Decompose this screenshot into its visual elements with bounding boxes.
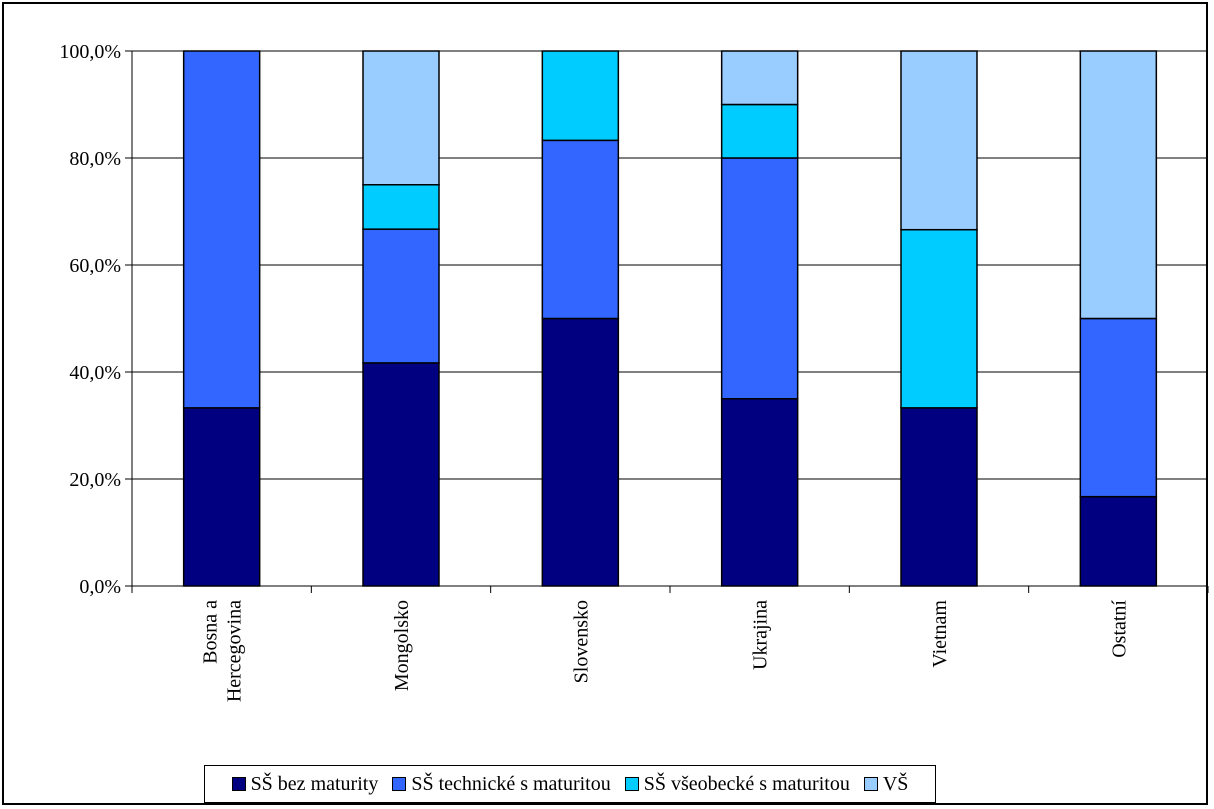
bar-segment (362, 184, 440, 230)
y-tick-label: 40,0% (69, 362, 121, 384)
y-tick-label: 20,0% (69, 469, 121, 491)
legend-item: SŠ bez maturity (231, 772, 379, 796)
bar-segment (182, 407, 261, 587)
legend-swatch (231, 777, 246, 791)
bar-segment (1079, 50, 1158, 320)
bar-segment (362, 228, 440, 364)
legend-label: SŠ všeobecké s maturitou (643, 772, 850, 795)
y-tick-label: 80,0% (69, 148, 121, 170)
legend-label: SŠ bez maturity (250, 772, 379, 795)
x-category-label: Bosna a (200, 600, 222, 664)
bar-segment (362, 50, 440, 186)
legend-item: VŠ (863, 772, 909, 796)
x-category-label: Mongolsko (391, 600, 413, 691)
bars (182, 50, 1158, 587)
bar-segment (720, 50, 799, 106)
y-tick-label: 0,0% (79, 576, 121, 598)
x-category-label: Slovensko (570, 600, 592, 683)
y-tick-labels: 0,0% 20,0% 40,0% 60,0% 80,0% 100,0% (59, 41, 121, 598)
x-category-label: Ostatní (1108, 600, 1130, 658)
legend-label: VŠ (882, 772, 909, 795)
bar-segment (541, 139, 620, 320)
bar-segment (541, 50, 620, 142)
bar-segment (541, 317, 620, 587)
x-category-labels: Bosna a Hercegovina Mongolsko Slovensko Ukra… (200, 600, 1131, 703)
x-category-label: Hercegovina (224, 600, 246, 702)
bar-segment (1079, 495, 1158, 587)
legend-swatch (392, 777, 407, 791)
bar-segment (720, 157, 799, 400)
bar-segment (182, 50, 261, 409)
axes (125, 50, 1209, 593)
x-category-label: Vietnam (929, 600, 951, 668)
legend-item: SŠ všeobecké s maturitou (624, 772, 850, 796)
legend-swatch (624, 777, 639, 791)
bar-segment (900, 50, 978, 231)
bar-segment (1079, 317, 1158, 498)
y-tick-label: 60,0% (69, 255, 121, 277)
bar-segment (720, 103, 799, 159)
legend-swatch (863, 777, 878, 791)
legend: SŠ bez maturity SŠ technické s maturitou… (204, 765, 936, 803)
legend-label: SŠ technické s maturitou (411, 772, 611, 795)
x-category-label: Ukrajina (750, 600, 772, 670)
grid-lines (132, 50, 1208, 480)
y-tick-label: 100,0% (59, 41, 121, 63)
legend-item: SŠ technické s maturitou (392, 772, 611, 796)
bar-segment (900, 407, 978, 587)
bar-segment (900, 228, 978, 409)
bar-segment (720, 398, 799, 587)
bar-segment (362, 362, 440, 587)
